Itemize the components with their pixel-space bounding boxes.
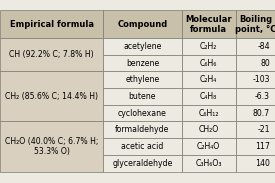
Text: C₃H₆O₃: C₃H₆O₃ — [196, 159, 222, 168]
Bar — [0, 10, 103, 38]
Text: Empirical formula: Empirical formula — [10, 20, 94, 29]
Bar — [182, 88, 236, 105]
Bar — [182, 155, 236, 171]
Text: formaldehyde: formaldehyde — [115, 125, 170, 134]
Text: cyclohexane: cyclohexane — [118, 109, 167, 118]
Bar — [182, 55, 236, 71]
Bar — [103, 122, 182, 138]
Bar — [103, 38, 182, 55]
Text: Compound: Compound — [117, 20, 167, 29]
Bar — [103, 10, 182, 38]
Bar — [236, 138, 275, 155]
Bar — [0, 71, 103, 122]
Text: 117: 117 — [255, 142, 270, 151]
Text: -84: -84 — [257, 42, 270, 51]
Bar — [236, 38, 275, 55]
Text: CH₂O (40.0% C; 6.7% H;
53.3% O): CH₂O (40.0% C; 6.7% H; 53.3% O) — [5, 137, 98, 156]
Text: CH₂ (85.6% C; 14.4% H): CH₂ (85.6% C; 14.4% H) — [5, 92, 98, 101]
Text: C₂H₄O: C₂H₄O — [197, 142, 220, 151]
Bar — [103, 88, 182, 105]
Text: CH₂O: CH₂O — [199, 125, 219, 134]
Text: ethylene: ethylene — [125, 75, 160, 84]
Bar — [236, 55, 275, 71]
Bar — [103, 155, 182, 171]
Bar — [236, 10, 275, 38]
Text: benzene: benzene — [126, 59, 159, 68]
Text: C₆H₁₂: C₆H₁₂ — [199, 109, 219, 118]
Bar — [236, 71, 275, 88]
Bar — [182, 71, 236, 88]
Bar — [182, 38, 236, 55]
Text: C₄H₈: C₄H₈ — [200, 92, 217, 101]
Text: Boiling
point, °C: Boiling point, °C — [235, 14, 275, 34]
Bar — [236, 122, 275, 138]
Text: C₆H₆: C₆H₆ — [200, 59, 218, 68]
Text: 140: 140 — [255, 159, 270, 168]
Text: -6.3: -6.3 — [255, 92, 270, 101]
Bar — [0, 38, 103, 71]
Bar — [236, 105, 275, 122]
Bar — [182, 138, 236, 155]
Bar — [182, 10, 236, 38]
Bar — [103, 71, 182, 88]
Bar — [0, 122, 103, 171]
Text: acetic acid: acetic acid — [121, 142, 164, 151]
Text: -21: -21 — [257, 125, 270, 134]
Text: C₂H₄: C₂H₄ — [200, 75, 217, 84]
Bar — [103, 55, 182, 71]
Text: acetylene: acetylene — [123, 42, 162, 51]
Text: glyceraldehyde: glyceraldehyde — [112, 159, 173, 168]
Bar — [236, 88, 275, 105]
Bar — [182, 105, 236, 122]
Text: -103: -103 — [253, 75, 270, 84]
Bar — [103, 105, 182, 122]
Bar — [103, 138, 182, 155]
Text: Molecular
formula: Molecular formula — [185, 14, 232, 34]
Text: 80.7: 80.7 — [253, 109, 270, 118]
Bar — [182, 122, 236, 138]
Text: C₂H₂: C₂H₂ — [200, 42, 218, 51]
Bar — [236, 155, 275, 171]
Text: butene: butene — [129, 92, 156, 101]
Text: 80: 80 — [260, 59, 270, 68]
Text: CH (92.2% C; 7.8% H): CH (92.2% C; 7.8% H) — [9, 50, 94, 59]
